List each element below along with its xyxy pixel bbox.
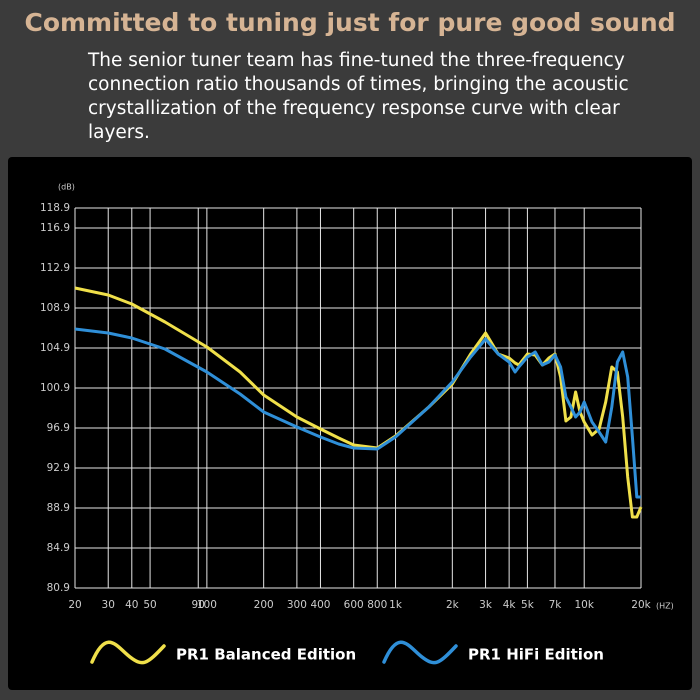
y-tick-label: 108.9 xyxy=(40,302,70,314)
x-tick-label: 600 xyxy=(344,599,364,611)
y-tick-label: 80.9 xyxy=(47,582,70,594)
x-tick-label: 90 xyxy=(192,599,205,611)
x-tick-label: 20 xyxy=(68,599,81,611)
y-tick-label: 88.9 xyxy=(47,502,70,514)
x-tick-label: 4k xyxy=(503,599,517,611)
legend-swatch xyxy=(382,640,458,665)
y-tick-label: 118.9 xyxy=(40,202,70,214)
y-tick-label: 84.9 xyxy=(47,542,70,554)
x-tick-label: 7k xyxy=(549,599,563,611)
x-tick-label: 40 xyxy=(125,599,138,611)
subtitle: The senior tuner team has fine-tuned the… xyxy=(88,50,629,143)
series-line xyxy=(74,327,641,499)
x-tick-label: 30 xyxy=(102,599,115,611)
legend-label: PR1 HiFi Edition xyxy=(468,646,604,664)
x-tick-label: 2k xyxy=(446,599,460,611)
y-tick-label: 116.9 xyxy=(40,222,70,234)
x-tick-label: 5k xyxy=(521,599,535,611)
y-tick-label: 112.9 xyxy=(40,262,70,274)
x-tick-label: 3k xyxy=(479,599,493,611)
x-tick-label: 1k xyxy=(389,599,403,611)
x-tick-label: 10k xyxy=(574,599,594,611)
x-tick-label: 50 xyxy=(143,599,156,611)
x-axis-label: (HZ) xyxy=(656,602,674,611)
x-tick-label: 20k xyxy=(631,599,651,611)
y-tick-label: 100.9 xyxy=(40,382,70,394)
legend-label: PR1 Balanced Edition xyxy=(176,646,356,664)
legend-swatch xyxy=(90,640,166,665)
x-tick-label: 400 xyxy=(310,599,330,611)
y-axis-label: (dB) xyxy=(58,183,75,192)
x-tick-label: 800 xyxy=(367,599,387,611)
x-tick-label: 300 xyxy=(287,599,307,611)
x-tick-label: 100 xyxy=(197,599,217,611)
series-line xyxy=(74,286,643,519)
title: Committed to tuning just for pure good s… xyxy=(24,8,676,37)
y-tick-label: 96.9 xyxy=(47,422,70,434)
x-tick-label: 200 xyxy=(254,599,274,611)
y-tick-label: 92.9 xyxy=(47,462,70,474)
y-tick-label: 104.9 xyxy=(40,342,70,354)
chart-panel xyxy=(8,157,692,690)
